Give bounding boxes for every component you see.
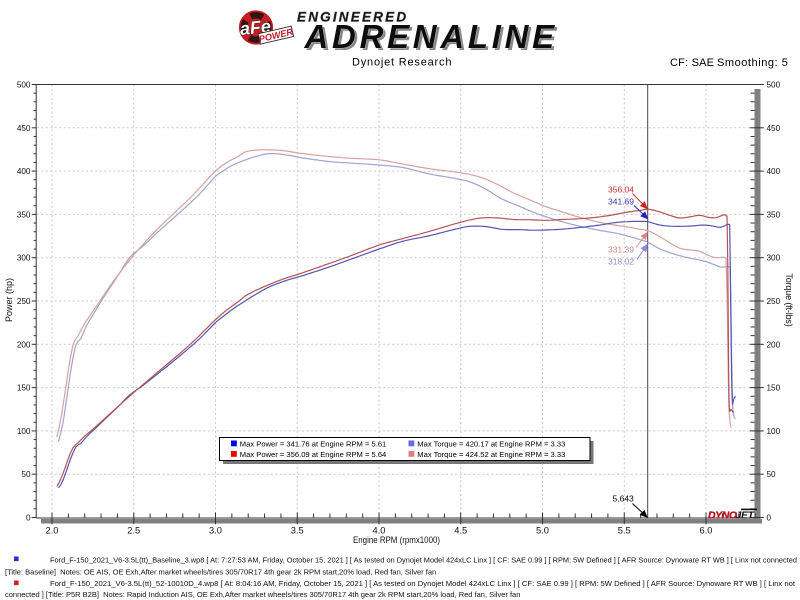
svg-text:50: 50 [767,470,777,479]
svg-text:Ford_F-150_2021_V6-3.5L(tt)_Ba: Ford_F-150_2021_V6-3.5L(tt)_Baseline_3.w… [50,556,797,565]
svg-text:6.0: 6.0 [700,526,713,536]
svg-text:2.5: 2.5 [127,526,140,536]
svg-text:350: 350 [17,210,31,219]
svg-text:ADRENALINE: ADRENALINE [304,18,558,55]
svg-text:connected ] [Title: P5R B2B]: connected ] [Title: P5R B2B] Notes: Rapi… [5,590,520,599]
svg-text:500: 500 [17,81,31,90]
svg-text:4.5: 4.5 [454,526,467,536]
svg-text:3.0: 3.0 [209,526,222,536]
svg-text:300: 300 [17,254,31,263]
svg-text:®: ® [273,14,277,21]
svg-text:331.39: 331.39 [608,245,634,255]
svg-text:0: 0 [26,514,31,523]
svg-text:ENGINEERED: ENGINEERED [297,10,408,25]
svg-text:Max Power = 341.76 at Engine R: Max Power = 341.76 at Engine RPM = 5.61 [240,440,386,449]
svg-text:Max Torque = 424.52 at Engine: Max Torque = 424.52 at Engine RPM = 3.33 [417,450,565,459]
svg-text:200: 200 [767,340,781,349]
svg-text:JET: JET [736,509,756,521]
svg-text:[Title: Baseline] Notes: OE A: [Title: Baseline] Notes: OE AIS, OE Exh,… [5,568,436,577]
svg-text:5.5: 5.5 [618,526,631,536]
svg-text:400: 400 [767,167,781,176]
svg-text:50: 50 [21,470,31,479]
svg-text:Power (hp): Power (hp) [4,278,14,322]
svg-text:DYNO: DYNO [708,509,737,521]
svg-text:5.0: 5.0 [536,526,549,536]
svg-text:356.04: 356.04 [608,185,634,195]
svg-text:2.0: 2.0 [46,526,59,536]
svg-text:Dynojet Research: Dynojet Research [352,57,452,69]
svg-text:150: 150 [17,384,31,393]
svg-text:341.69: 341.69 [608,197,634,207]
svg-text:Max Torque = 420.17 at Engine: Max Torque = 420.17 at Engine RPM = 3.33 [417,440,565,449]
svg-text:0: 0 [767,514,772,523]
svg-text:5.643: 5.643 [613,493,635,503]
svg-text:Smoothing: 5: Smoothing: 5 [717,57,788,69]
svg-text:4.0: 4.0 [373,526,386,536]
svg-text:250: 250 [767,297,781,306]
svg-text:Engine RPM (rpmx1000): Engine RPM (rpmx1000) [353,535,440,546]
svg-text:450: 450 [17,124,31,133]
svg-text:100: 100 [767,427,781,436]
svg-text:100: 100 [17,427,31,436]
svg-text:500: 500 [767,81,781,90]
svg-text:350: 350 [767,210,781,219]
svg-text:CF: SAE: CF: SAE [670,57,714,69]
svg-text:Torque (ft-lbs): Torque (ft-lbs) [784,273,794,326]
svg-text:200: 200 [17,340,31,349]
svg-text:250: 250 [17,297,31,306]
svg-text:150: 150 [767,384,781,393]
svg-text:450: 450 [767,124,781,133]
svg-text:318.02: 318.02 [608,257,634,267]
svg-text:Max Power = 356.09 at Engine R: Max Power = 356.09 at Engine RPM = 5.64 [240,450,386,459]
svg-text:400: 400 [17,167,31,176]
svg-text:ADRENALINE: ADRENALINE [306,20,560,57]
svg-text:300: 300 [767,254,781,263]
svg-text:3.5: 3.5 [291,526,304,536]
svg-text:Ford_F-150_2021_V6-3.5L(tt)_52: Ford_F-150_2021_V6-3.5L(tt)_52-10010D_4.… [50,579,796,588]
